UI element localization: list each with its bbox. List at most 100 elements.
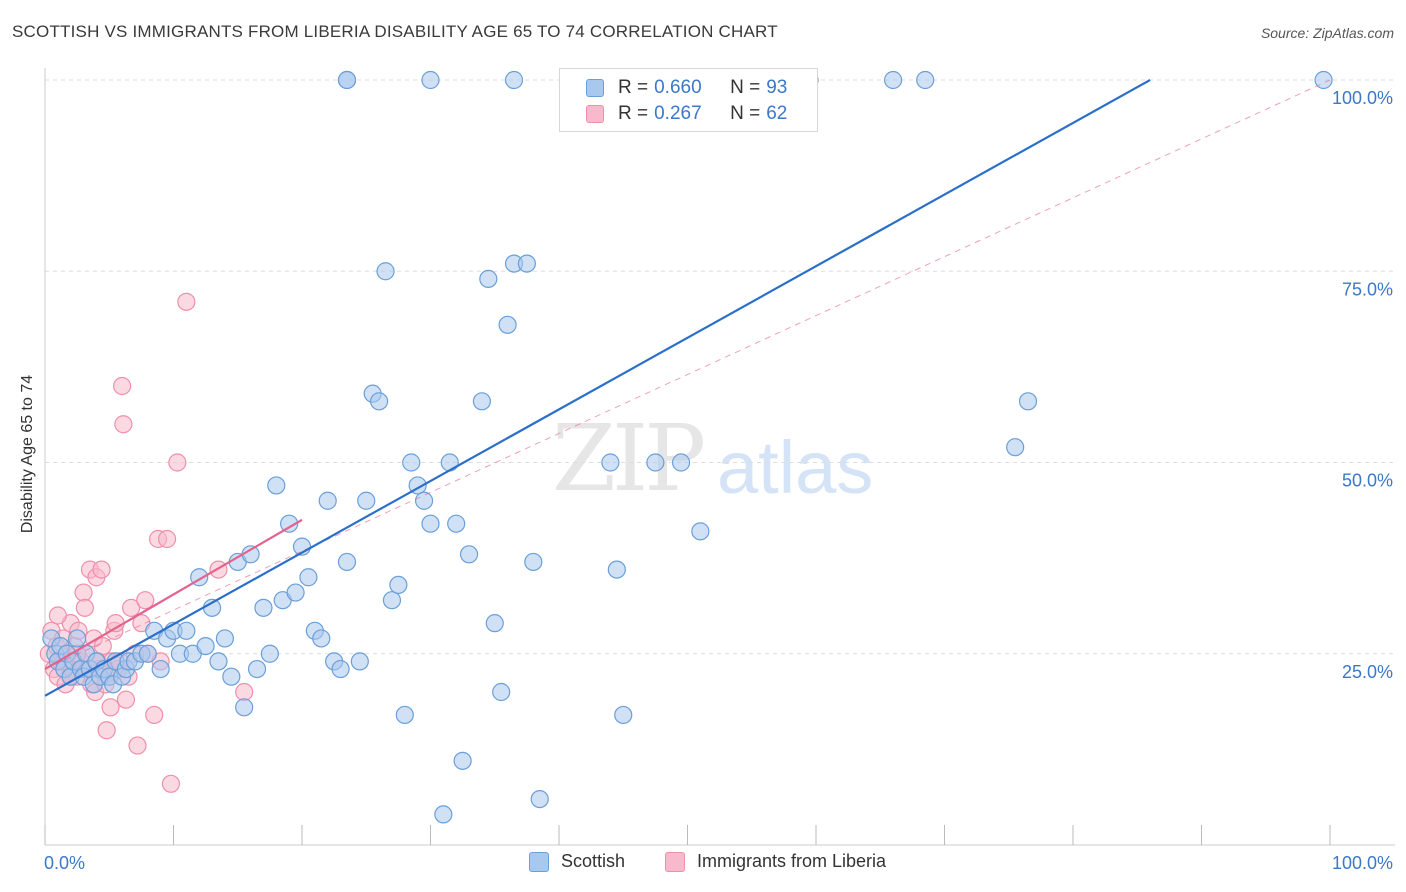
scottish-point: [357, 491, 376, 510]
legend-label-liberia: Immigrants from Liberia: [697, 851, 887, 871]
scottish-point: [916, 70, 935, 90]
liberia-point: [116, 690, 136, 709]
r-value: 0.660: [654, 77, 702, 98]
liberia-point: [128, 736, 147, 755]
scottish-point: [440, 453, 459, 472]
scottish-point: [646, 453, 665, 472]
scottish-point: [395, 705, 414, 725]
liberia-point: [177, 292, 196, 311]
n-label: N =: [730, 103, 761, 124]
trend-lines: [44, 79, 1331, 697]
scottish-point: [318, 491, 337, 510]
x-tick-label: 0.0%: [44, 853, 85, 873]
scottish-point: [607, 560, 626, 579]
scottish-point: [883, 70, 903, 90]
liberia-point: [74, 583, 93, 602]
source-label: Source: ZipAtlas.com: [1260, 25, 1394, 41]
scottish-point: [370, 392, 389, 411]
scottish-point: [376, 262, 395, 281]
scottish-point: [447, 514, 466, 533]
r-label: R =: [618, 103, 649, 124]
scottish-point: [485, 614, 504, 633]
scottish-point: [286, 583, 305, 602]
liberia-point: [168, 453, 187, 472]
legend-label-scottish: Scottish: [561, 851, 626, 871]
scottish-point: [196, 636, 215, 656]
scottish-trend-line: [44, 79, 1151, 697]
scottish-point: [614, 705, 633, 725]
liberia-swatch: [586, 105, 604, 123]
stats-legend: R = 0.660 N = 93 R = 0.267 N = 62: [559, 68, 818, 132]
y-tick-label: 75.0%: [1342, 279, 1393, 299]
scottish-point: [151, 659, 170, 679]
liberia-point: [101, 698, 120, 717]
scottish-point: [68, 629, 87, 648]
scottish-point: [247, 659, 267, 679]
scottish-point: [254, 598, 273, 617]
liberia-trend-line: [44, 518, 303, 671]
scottish-point: [691, 522, 710, 541]
stats-row-liberia: R = 0.267 N = 62: [586, 102, 787, 126]
liberia-point: [112, 376, 132, 396]
scottish-point: [671, 453, 691, 472]
liberia-point: [93, 636, 112, 656]
scottish-point: [1018, 392, 1038, 411]
watermark-atlas: atlas: [717, 426, 874, 509]
liberia-trend-extension: [44, 79, 1331, 670]
scottish-point: [260, 644, 279, 663]
chart-title: SCOTTISH VS IMMIGRANTS FROM LIBERIA DISA…: [12, 22, 778, 41]
scottish-point: [524, 552, 543, 572]
scottish-points: [42, 70, 1333, 824]
n-label: N =: [730, 77, 761, 98]
scottish-point: [331, 659, 350, 679]
liberia-point: [145, 705, 164, 725]
scottish-point: [215, 629, 234, 648]
y-tick-label: 50.0%: [1342, 471, 1393, 491]
y-axis-label: Disability Age 65 to 74: [19, 374, 36, 534]
liberia-point: [92, 560, 111, 579]
scottish-point: [402, 453, 421, 472]
stats-row-scottish: R = 0.660 N = 93: [586, 76, 787, 100]
liberia-point: [97, 721, 116, 740]
scottish-point: [299, 568, 318, 587]
scottish-point: [479, 269, 498, 288]
scottish-point: [453, 751, 472, 770]
series-legend: Scottish Immigrants from Liberia: [0, 851, 1406, 877]
liberia-legend-swatch: [665, 851, 685, 872]
liberia-point: [75, 598, 94, 617]
scottish-point: [209, 652, 228, 671]
scottish-legend-swatch: [529, 851, 549, 872]
scottish-point: [472, 392, 491, 411]
scottish-point: [337, 70, 357, 90]
scottish-point: [414, 491, 434, 510]
scottish-point: [421, 514, 440, 533]
liberia-point: [48, 606, 67, 625]
scottish-point: [1006, 438, 1025, 457]
scottish-point: [222, 667, 241, 686]
scottish-swatch: [586, 79, 604, 97]
legend-item-scottish[interactable]: Scottish: [529, 851, 625, 872]
scottish-point: [312, 629, 331, 648]
scottish-point: [177, 621, 196, 640]
scottish-point: [280, 514, 299, 533]
scottish-point: [389, 575, 408, 595]
liberia-point: [114, 415, 133, 434]
liberia-points: [39, 292, 254, 793]
axes: [44, 68, 1395, 846]
liberia-point: [161, 774, 181, 793]
liberia-point: [235, 682, 254, 702]
y-tick-label: 100.0%: [1332, 88, 1393, 108]
scottish-point: [337, 552, 357, 572]
scottish-point: [504, 70, 524, 90]
liberia-point: [121, 598, 141, 617]
y-tick-label: 25.0%: [1342, 662, 1393, 682]
legend-item-liberia[interactable]: Immigrants from Liberia: [665, 851, 886, 872]
liberia-point: [136, 591, 155, 610]
scottish-point: [517, 254, 536, 273]
grid-lines: [45, 79, 1395, 655]
scottish-point: [382, 591, 402, 610]
scottish-point: [498, 315, 517, 334]
scottish-point: [1314, 70, 1333, 90]
scottish-point: [492, 682, 511, 702]
